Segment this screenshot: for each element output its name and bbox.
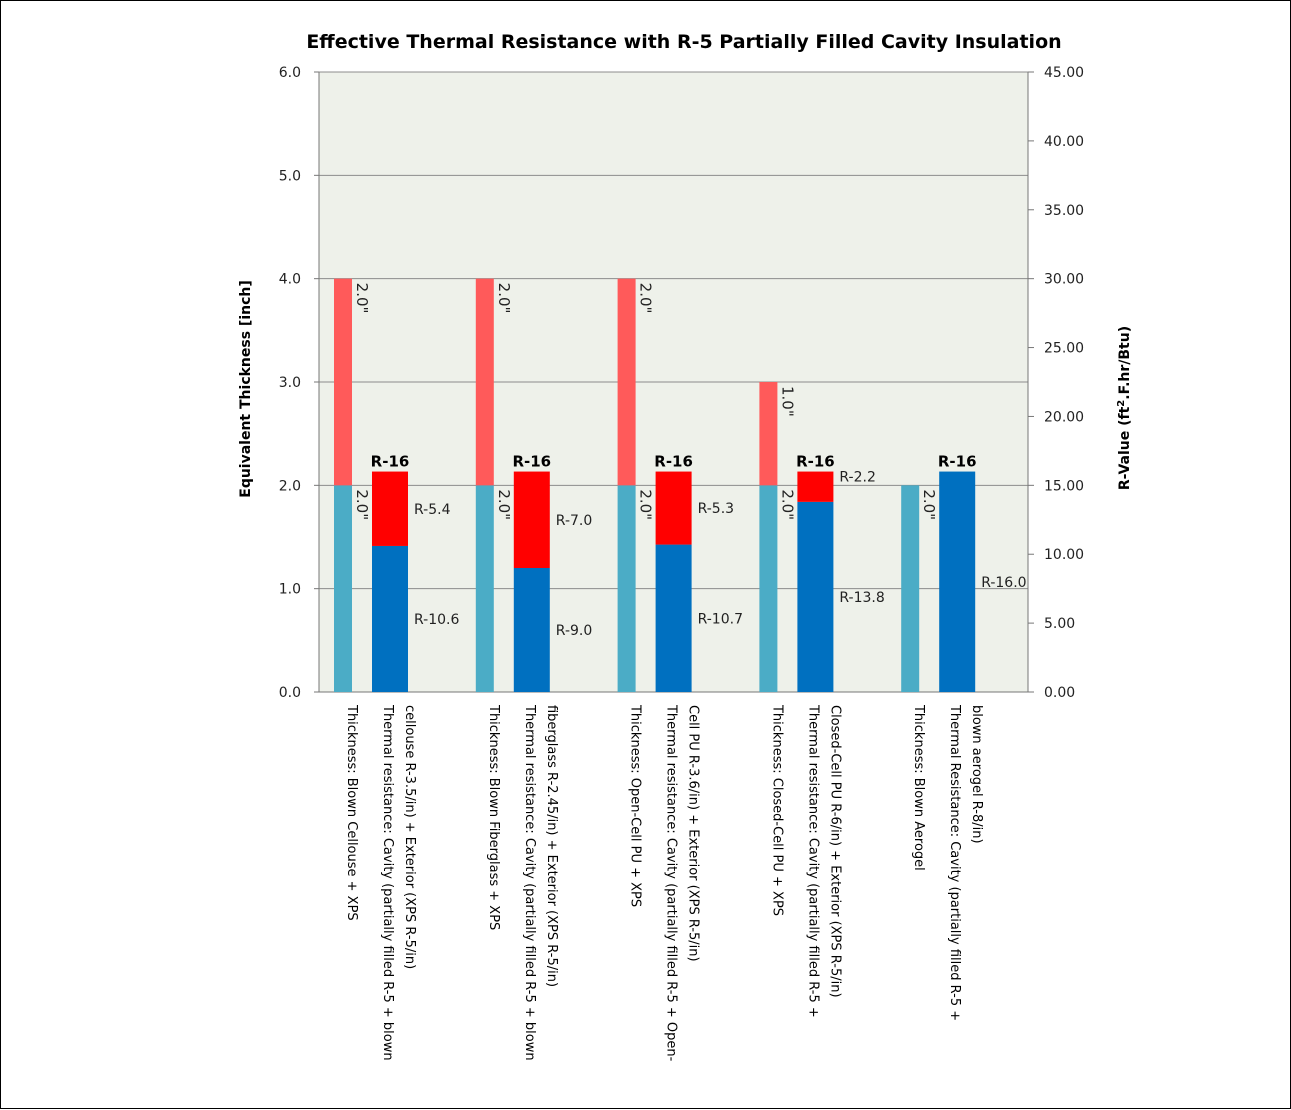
right-axis-ticks: 0.00 5.00 10.00 15.00 20.00 25.00 30.00 35.00 40… — [319, 65, 1084, 701]
resistance-bar-segment — [797, 501, 834, 692]
total-data-label: R-16 — [938, 453, 977, 471]
resistance-data-label: R-13.8 — [839, 590, 884, 606]
thickness-bar-segment — [334, 278, 352, 486]
category-label: Thermal resistance: Cavity (partially fi… — [380, 704, 395, 1061]
resistance-data-label: R-2.2 — [839, 470, 875, 486]
category-label: Thickness: Blown Aerogel — [911, 704, 926, 871]
left-axis-title: Equivalent Thickness [inch] — [238, 280, 254, 498]
right-tick-label: 0.00 — [1044, 685, 1075, 701]
category-label: Closed-Cell PU R-6/in) + Exterior (XPS R… — [827, 705, 842, 998]
resistance-bar-segment — [655, 471, 692, 545]
resistance-bar-segment — [513, 568, 550, 692]
thickness-bar-segment — [334, 485, 352, 692]
thickness-data-label: 2.0" — [495, 283, 513, 314]
thickness-data-label: 2.0" — [637, 489, 655, 520]
resistance-bar-segment — [513, 471, 550, 568]
resistance-data-label: R-10.7 — [698, 611, 743, 627]
resistance-data-label: R-7.0 — [556, 513, 592, 529]
resistance-bar-segment — [939, 471, 976, 692]
category-labels: Thickness: Blown Cellouse + XPS Thermal r… — [344, 704, 984, 1062]
thickness-data-label: 1.0" — [778, 386, 796, 417]
total-data-label: R-16 — [371, 453, 410, 471]
total-data-label: R-16 — [796, 453, 835, 471]
thickness-data-label: 2.0" — [353, 283, 371, 314]
thickness-data-label: 2.0" — [495, 489, 513, 520]
category-label: Thermal Resistance: Cavity (partially fi… — [947, 704, 962, 1021]
category-label: Thickness: Blown Cellouse + XPS — [344, 704, 359, 921]
thickness-bar-segment — [617, 485, 636, 692]
resistance-bar-segment — [372, 471, 408, 546]
right-tick-label: 45.00 — [1044, 65, 1084, 81]
thickness-bar-segment — [475, 485, 494, 692]
thickness-bar-segment — [759, 485, 778, 692]
right-tick-label: 20.00 — [1044, 409, 1084, 425]
left-tick-label: 5.0 — [279, 168, 301, 184]
thickness-data-label: 2.0" — [920, 489, 938, 520]
right-tick-label: 40.00 — [1044, 134, 1084, 150]
left-tick-label: 4.0 — [279, 272, 301, 288]
thickness-bar-segment — [617, 278, 636, 486]
chart-title: Effective Thermal Resistance with R-5 Pa… — [306, 31, 1061, 53]
right-tick-label: 10.00 — [1044, 547, 1084, 563]
resistance-data-label: R-9.0 — [556, 623, 592, 639]
total-data-label: R-16 — [512, 453, 551, 471]
resistance-bar-segment — [655, 544, 692, 692]
category-label: Thickness: Blown Fiberglass + XPS — [486, 704, 501, 930]
category-label: fiberglass R-2.45/in) + Exterior (XPS R-… — [544, 705, 559, 987]
left-tick-label: 6.0 — [279, 65, 301, 81]
bar-series — [334, 278, 976, 692]
category-label: Cell PU R-3.6/in) + Exterior (XPS R-5/in… — [686, 705, 701, 962]
thickness-bar-segment — [901, 485, 920, 692]
data-labels: 2.0"2.0"R-10.6R-5.4R-162.0"2.0"R-9.0R-7.… — [353, 283, 1027, 639]
left-axis-ticks: 0.0 1.0 2.0 3.0 4.0 5.0 6.0 — [279, 65, 320, 701]
resistance-data-label: R-10.6 — [414, 612, 459, 628]
resistance-data-label: R-16.0 — [981, 575, 1026, 591]
right-tick-label: 35.00 — [1044, 203, 1084, 219]
category-label: Thermal resistance: Cavity (partially fi… — [664, 704, 679, 1062]
resistance-data-label: R-5.3 — [698, 501, 734, 517]
total-data-label: R-16 — [654, 453, 693, 471]
left-tick-label: 0.0 — [279, 685, 301, 701]
right-tick-label: 5.00 — [1044, 616, 1075, 632]
right-axis-title: R-Value (ft2.F.hr/Btu) — [1116, 326, 1133, 490]
thickness-data-label: 2.0" — [637, 283, 655, 314]
category-label: blown aerogel R-8/in) — [969, 705, 984, 844]
resistance-bar-segment — [797, 471, 834, 502]
left-tick-label: 2.0 — [279, 478, 301, 494]
right-tick-label: 25.00 — [1044, 341, 1084, 357]
thickness-data-label: 2.0" — [353, 489, 371, 520]
category-label: Thickness: Closed-Cell PU + XPS — [769, 704, 784, 916]
category-label: cellouse R-3.5/in) + Exterior (XPS R-5/i… — [402, 705, 417, 969]
left-tick-label: 1.0 — [279, 582, 301, 598]
category-label: Thickness: Open-Cell PU + XPS — [628, 704, 643, 907]
resistance-data-label: R-5.4 — [414, 502, 451, 518]
thickness-bar-segment — [475, 278, 494, 486]
thickness-bar-segment — [759, 382, 778, 486]
right-tick-label: 30.00 — [1044, 272, 1084, 288]
category-label: Thermal resistance: Cavity (partially fi… — [805, 704, 820, 1018]
right-tick-label: 15.00 — [1044, 478, 1084, 494]
left-tick-label: 3.0 — [279, 375, 301, 391]
category-label: Thermal resistance: Cavity (partially fi… — [522, 704, 537, 1061]
resistance-bar-segment — [372, 545, 408, 692]
thickness-data-label: 2.0" — [778, 489, 796, 520]
